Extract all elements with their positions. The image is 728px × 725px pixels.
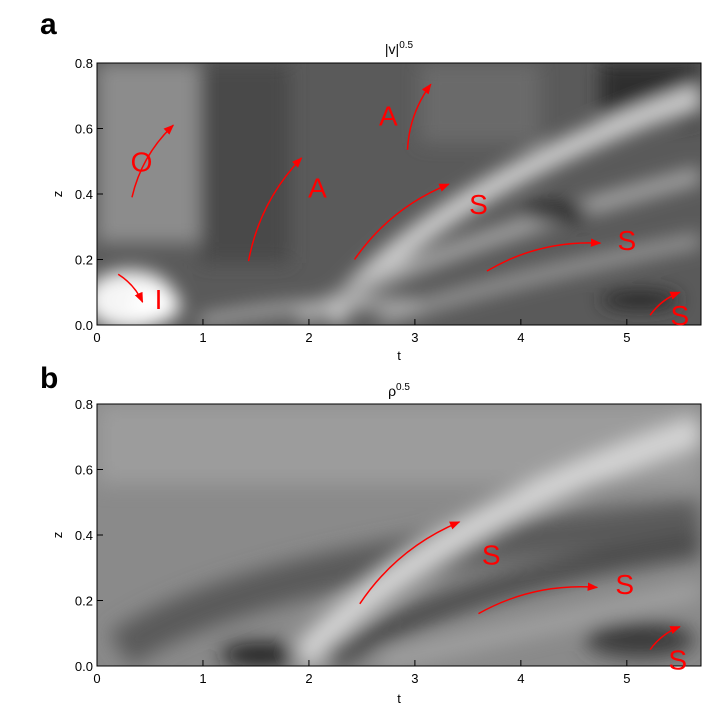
heatmap-b <box>97 404 701 666</box>
arrow-b-0 <box>359 521 461 605</box>
ytick-label-a-3: 0.6 <box>75 122 93 137</box>
arrow-a-2 <box>247 157 303 262</box>
xtick-label-b-5: 5 <box>623 671 630 686</box>
xtick-label-a-1: 1 <box>199 330 206 345</box>
annotation-a-2: A <box>308 172 327 203</box>
arrow-a-3 <box>406 83 432 150</box>
ytick-label-b-3: 0.6 <box>75 463 93 478</box>
annotation-a-6: S <box>670 300 689 331</box>
ytick-label-b-1: 0.2 <box>75 594 93 609</box>
panel-letter-b: b <box>40 362 59 395</box>
annotation-b-1: S <box>615 569 634 600</box>
xtick-label-a-2: 2 <box>305 330 312 345</box>
annotation-b-2: S <box>668 644 687 675</box>
ytick-label-b-0: 0.0 <box>75 659 93 674</box>
annotation-a-1: I <box>155 284 163 315</box>
ytick-label-a-4: 0.8 <box>75 56 93 71</box>
ytick-label-a-0: 0.0 <box>75 318 93 333</box>
ytick-label-b-4: 0.8 <box>75 397 93 412</box>
arrow-a-5 <box>486 238 602 272</box>
arrow-a-6 <box>649 291 681 316</box>
panel-a-title: |v|0.5 <box>385 40 414 57</box>
xtick-label-b-2: 2 <box>305 671 312 686</box>
panel-letter-a: a <box>40 8 57 41</box>
xtick-label-b-1: 1 <box>199 671 206 686</box>
annotation-a-0: O <box>131 146 153 177</box>
arrow-b-2 <box>649 625 681 651</box>
arrow-a-4 <box>353 183 450 260</box>
panel-b-xlabel: t <box>397 691 401 706</box>
panel-b-title: ρ0.5 <box>388 382 410 399</box>
annotation-a-3: A <box>379 100 398 131</box>
panel-a-ylabel: z <box>50 191 65 198</box>
xtick-label-a-0: 0 <box>93 330 100 345</box>
annotation-b-0: S <box>482 540 501 571</box>
xtick-label-b-3: 3 <box>411 671 418 686</box>
ytick-label-b-2: 0.4 <box>75 528 93 543</box>
panel-a-xlabel: t <box>397 348 401 363</box>
annotation-a-5: S <box>617 225 636 256</box>
xtick-label-a-3: 3 <box>411 330 418 345</box>
heatmap-a <box>97 63 701 325</box>
xtick-label-b-4: 4 <box>517 671 524 686</box>
xtick-label-b-0: 0 <box>93 671 100 686</box>
arrow-a-0 <box>131 124 175 198</box>
arrow-b-1 <box>478 582 599 615</box>
arrow-a-1 <box>117 273 144 304</box>
xtick-label-a-5: 5 <box>623 330 630 345</box>
xtick-label-a-4: 4 <box>517 330 524 345</box>
panel-b-ylabel: z <box>50 532 65 539</box>
annotation-a-4: S <box>469 189 488 220</box>
ytick-label-a-1: 0.2 <box>75 253 93 268</box>
ytick-label-a-2: 0.4 <box>75 187 93 202</box>
